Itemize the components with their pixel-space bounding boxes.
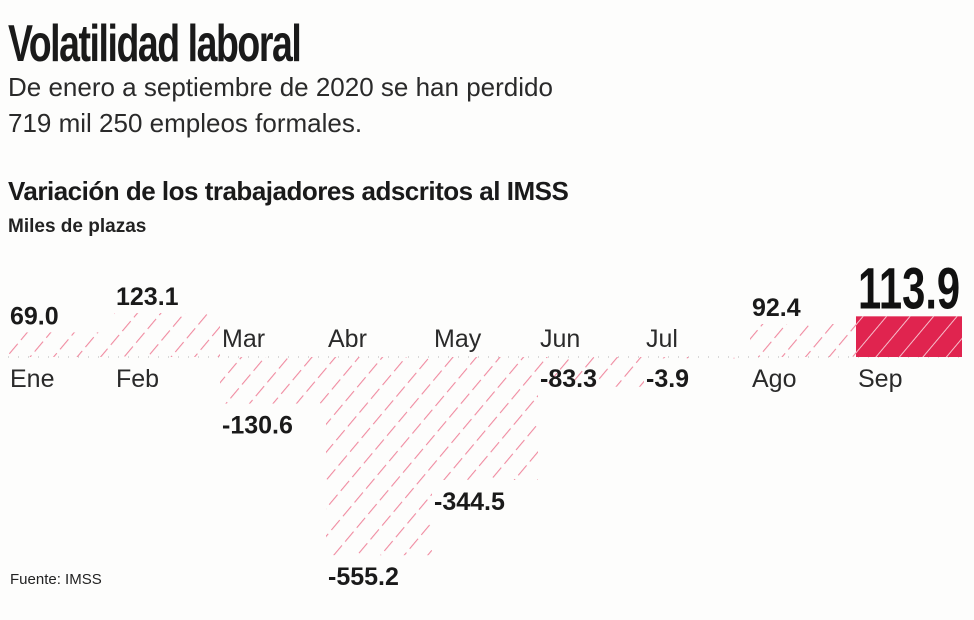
bar-jul <box>644 357 750 359</box>
page-title: Volatilidad laboral <box>8 15 302 73</box>
data-label: 123.1 <box>116 283 179 311</box>
bar-abr <box>326 357 432 556</box>
data-label: -130.6 <box>222 412 293 440</box>
chart-title: Variación de los trabajadores adscritos … <box>8 176 569 206</box>
category-label: Sep <box>858 365 902 393</box>
category-label: Mar <box>222 325 265 353</box>
category-label: Abr <box>328 325 367 353</box>
data-label: -344.5 <box>434 488 505 516</box>
data-label: 92.4 <box>752 294 801 322</box>
bar-may <box>432 357 538 480</box>
bar-ene <box>8 332 114 357</box>
data-label: -83.3 <box>540 365 597 393</box>
data-label: -555.2 <box>328 563 399 591</box>
subtitle-line-2: 719 mil 250 empleos formales. <box>8 108 363 138</box>
bar-hatch-sep <box>856 316 962 357</box>
bar-ago <box>750 324 856 357</box>
data-label: -3.9 <box>646 365 689 393</box>
category-label: Ene <box>10 365 54 393</box>
category-label: May <box>434 325 482 353</box>
bar-feb <box>114 313 220 357</box>
category-label: Jun <box>540 325 580 353</box>
data-label: 69.0 <box>10 302 59 330</box>
subtitle-line-1: De enero a septiembre de 2020 se han per… <box>8 72 553 102</box>
data-label: 113.9 <box>858 256 960 321</box>
source-note: Fuente: IMSS <box>10 571 102 588</box>
bar-jun <box>538 357 644 387</box>
category-label: Feb <box>116 365 159 393</box>
chart-units: Miles de plazas <box>8 216 147 237</box>
category-label: Ago <box>752 365 796 393</box>
bar-mar <box>220 357 326 404</box>
category-label: Jul <box>646 325 678 353</box>
